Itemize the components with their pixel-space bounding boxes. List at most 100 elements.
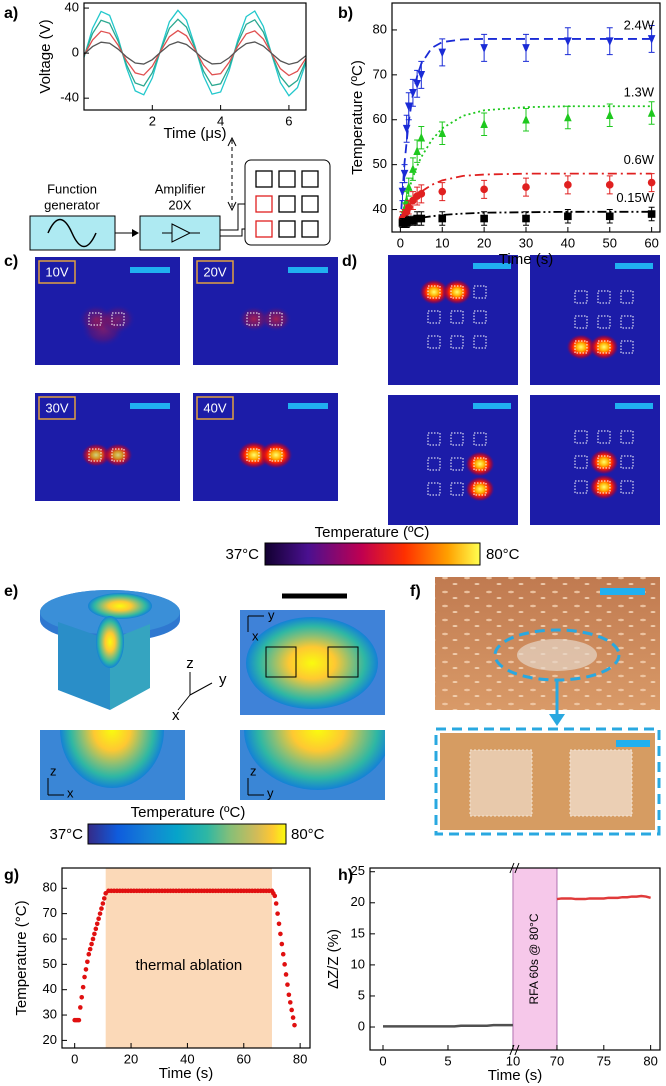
y-tick-label: 20 (43, 1032, 57, 1047)
x-tick-label: 2 (149, 113, 156, 128)
x-tick-label: 10 (506, 1053, 520, 1068)
point (78, 1005, 83, 1010)
electrode-outline (620, 340, 634, 354)
scale-bar (288, 267, 328, 273)
plot-frame (369, 867, 661, 1051)
point (100, 901, 106, 906)
point (283, 972, 289, 977)
point (89, 941, 94, 947)
marker (417, 71, 426, 80)
point (86, 951, 92, 957)
voltage-label-box (38, 396, 76, 420)
marker (564, 37, 572, 46)
point (289, 1007, 294, 1013)
scale-bar (473, 403, 511, 409)
series-label: 0.6W (624, 152, 655, 167)
electrode-outline (597, 315, 611, 329)
axis-letter: z (250, 763, 257, 778)
point (79, 994, 85, 1000)
marker (480, 185, 488, 194)
point (280, 951, 286, 957)
point (96, 916, 101, 922)
amplifier-box (139, 215, 221, 251)
model-hotspot (96, 616, 124, 668)
series-label: 1.3W (624, 85, 655, 100)
heat-spot (589, 334, 619, 360)
electrode-outline (450, 482, 464, 496)
axis-letter: z (186, 655, 194, 672)
electrode-outline (269, 312, 283, 326)
y-tick-label: 40 (373, 201, 387, 216)
heat-spot (419, 279, 449, 305)
x-axis-label: Time (s) (159, 1065, 213, 1082)
series-line (556, 894, 651, 901)
electrode-outline (620, 290, 634, 304)
y-tick-label: 10 (351, 956, 365, 971)
sine-icon (47, 218, 97, 248)
electrode-outline (88, 312, 102, 326)
marker (402, 124, 411, 134)
point (272, 893, 278, 899)
scale-bar (288, 403, 328, 409)
electrode (301, 170, 319, 188)
electrode-outline (574, 340, 588, 354)
series-line (383, 1023, 513, 1028)
y-tick-label: 50 (43, 956, 57, 971)
electrode-outline (246, 312, 260, 326)
point (273, 901, 279, 906)
y-tick-label: -40 (60, 90, 79, 105)
axis-triad (47, 778, 64, 796)
y-axis-label: ΔZ/Z (%) (325, 929, 342, 989)
electrode-outline (427, 285, 441, 299)
point (279, 941, 285, 947)
marker (480, 214, 488, 223)
series-line (83, 9, 307, 97)
marker (438, 187, 447, 196)
scale-bar (615, 263, 653, 269)
marker (404, 102, 413, 112)
marker (522, 214, 530, 223)
axis-letter: y (268, 607, 275, 622)
marker (564, 181, 572, 189)
heat-spot (103, 443, 133, 467)
electrode-outline (427, 310, 441, 324)
electrode-outline (574, 455, 588, 469)
marker (480, 119, 488, 129)
plot-frame (61, 867, 311, 1049)
marker (398, 187, 407, 197)
colorbar-title: Temperature (ºC) (131, 804, 246, 821)
x-tick-label: 30 (519, 235, 533, 250)
electrode-outline (620, 480, 634, 494)
x-tick-label: 6 (285, 113, 292, 128)
y-tick-label: 25 (351, 863, 365, 878)
panel-label: a) (4, 5, 18, 22)
electrode-outline (269, 448, 283, 462)
x-tick-label: 60 (644, 235, 658, 250)
point (285, 982, 290, 987)
panel-label: f) (410, 583, 421, 600)
point (87, 946, 93, 952)
marker (417, 214, 426, 223)
y-tick-label: 80 (43, 880, 57, 895)
electrode (301, 220, 319, 238)
point (278, 931, 283, 937)
scale-bar (615, 403, 653, 409)
point (82, 974, 87, 980)
point (275, 911, 280, 916)
marker (409, 89, 417, 98)
panel-label: b) (338, 5, 353, 22)
x-tick-label: 0 (71, 1051, 78, 1066)
x-tick-label: 40 (561, 235, 575, 250)
sim-heat (246, 617, 378, 709)
marker (522, 183, 530, 191)
electrode-outline (246, 448, 260, 462)
panel-label: c) (4, 253, 18, 270)
point (286, 992, 292, 998)
scale-bar (130, 267, 170, 273)
electrode-outline (620, 455, 634, 469)
diagram-label: Amplifier (155, 181, 206, 196)
x-tick-label: 70 (550, 1053, 564, 1068)
marker (409, 216, 417, 225)
electrode-outline (427, 335, 441, 349)
